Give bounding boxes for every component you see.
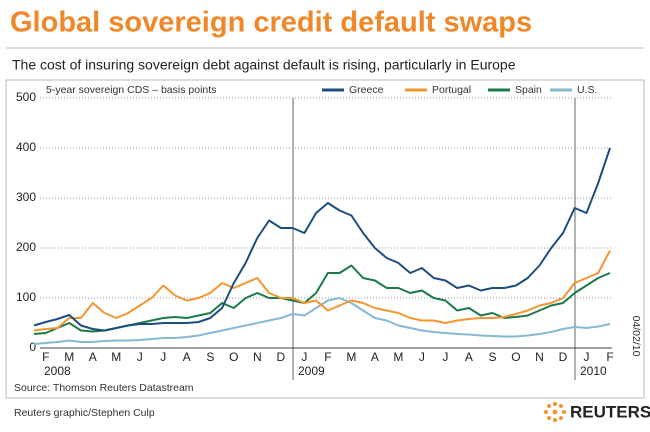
x-tick-label: A bbox=[183, 350, 191, 364]
x-tick-label: F bbox=[42, 350, 49, 364]
y-axis-label: 5-year sovereign CDS – basis points bbox=[46, 84, 216, 96]
y-tick-label: 500 bbox=[16, 90, 36, 104]
source: Source: Thomson Reuters Datastream bbox=[14, 382, 194, 394]
x-tick-label: M bbox=[111, 350, 121, 364]
x-tick-label: J bbox=[583, 350, 589, 364]
x-tick-label: A bbox=[465, 350, 473, 364]
x-tick-label: J bbox=[160, 350, 166, 364]
legend-label: Spain bbox=[515, 84, 542, 96]
credit: Reuters graphic/Stephen Culp bbox=[14, 407, 155, 419]
legend-label: Greece bbox=[349, 84, 384, 96]
brand: REUTERS bbox=[570, 402, 650, 421]
y-tick-label: 300 bbox=[16, 190, 36, 204]
series-line bbox=[33, 147, 611, 332]
series-line bbox=[33, 264, 611, 335]
x-tick-label: A bbox=[89, 350, 97, 364]
x-tick-label: D bbox=[277, 350, 286, 364]
x-tick-label: J bbox=[301, 350, 307, 364]
x-tick-label: J bbox=[419, 350, 425, 364]
y-tick-label: 400 bbox=[16, 140, 36, 154]
x-tick-label: M bbox=[64, 350, 74, 364]
x-tick-label: O bbox=[511, 350, 520, 364]
y-tick-label: 0 bbox=[29, 340, 36, 354]
y-tick-label: 200 bbox=[16, 240, 36, 254]
x-tick-label: N bbox=[253, 350, 262, 364]
x-tick-label: J bbox=[137, 350, 143, 364]
logo-dots bbox=[544, 402, 566, 422]
legend-label: Portugal bbox=[432, 84, 471, 96]
y-tick-label: 100 bbox=[16, 290, 36, 304]
chart-subtitle: The cost of insuring sovereign debt agai… bbox=[12, 57, 516, 73]
legend-label: U.S. bbox=[577, 84, 597, 96]
x-tick-label: S bbox=[206, 350, 214, 364]
x-tick-label: F bbox=[606, 350, 613, 364]
year-label: 2010 bbox=[580, 364, 607, 378]
frame bbox=[5, 79, 645, 399]
x-tick-label: S bbox=[488, 350, 496, 364]
x-tick-label: A bbox=[371, 350, 379, 364]
x-tick-label: M bbox=[393, 350, 403, 364]
year-label: 2009 bbox=[298, 364, 325, 378]
date-stamp: 04/02/10 bbox=[630, 316, 642, 357]
x-tick-label: D bbox=[559, 350, 568, 364]
x-tick-label: F bbox=[324, 350, 331, 364]
x-tick-label: J bbox=[442, 350, 448, 364]
x-tick-label: M bbox=[346, 350, 356, 364]
year-label: 2008 bbox=[44, 364, 71, 378]
x-tick-label: N bbox=[535, 350, 544, 364]
chart-title: Global sovereign credit default swaps bbox=[10, 7, 532, 39]
series-line bbox=[33, 250, 611, 332]
x-tick-label: O bbox=[229, 350, 238, 364]
